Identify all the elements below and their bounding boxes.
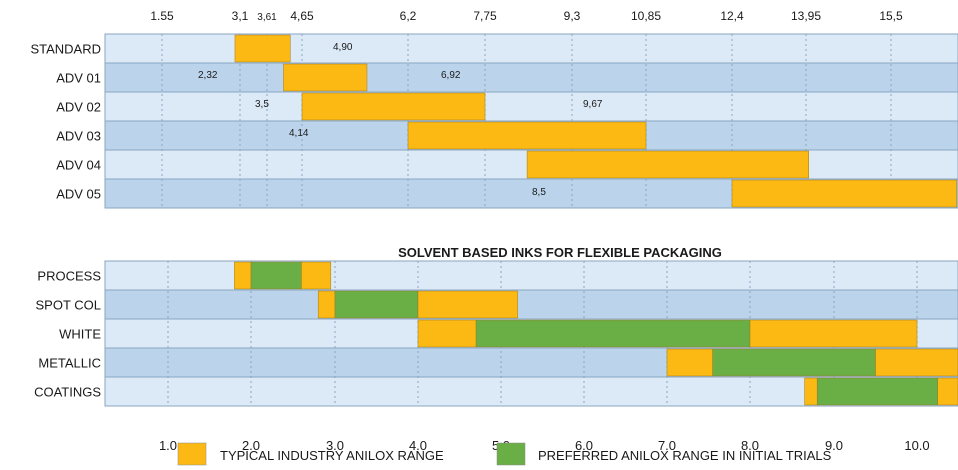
x-tick-label: 7,75 [473, 9, 497, 23]
legend-label-preferred: PREFERRED ANILOX RANGE IN INITIAL TRIALS [538, 448, 832, 463]
chart-title-solvent: SOLVENT BASED INKS FOR FLEXIBLE PACKAGIN… [398, 245, 722, 260]
x-tick-label: 10.0 [904, 438, 929, 453]
row-label: ADV 04 [56, 158, 101, 173]
row-background [104, 260, 958, 291]
bar-annotation: 2,32 [198, 70, 218, 81]
x-tick-label: 7.0 [658, 438, 676, 453]
row-label: ADV 02 [56, 100, 101, 115]
preferred-range-bar [475, 319, 751, 348]
typical-range-bar [749, 319, 918, 348]
preferred-range-bar [816, 377, 939, 406]
row-label: COATINGS [34, 385, 101, 400]
bar-annotation: 6,92 [441, 70, 461, 81]
chart-text: STANDARD 4,90 ADV 01 2,32 6,92 ADV 02 3,5 9,67 A… [30, 9, 929, 453]
x-tick-label: 4,65 [290, 9, 314, 23]
bar-annotation: 3,5 [255, 99, 269, 110]
row-label: METALLIC [38, 356, 101, 371]
legend-label-typical: TYPICAL INDUSTRY ANILOX RANGE [220, 448, 444, 463]
legend-swatch-preferred [496, 442, 526, 466]
typical-range-bar [283, 63, 368, 92]
x-tick-label: 10,85 [631, 9, 661, 23]
x-tick-label: 1.55 [150, 9, 174, 23]
gridlines [161, 34, 918, 406]
typical-range-bar [526, 150, 809, 179]
x-tick-label: 9,3 [564, 9, 581, 23]
typical-range-bar [417, 319, 477, 348]
row-label: PROCESS [37, 269, 101, 284]
x-tick-label: 3.0 [326, 438, 344, 453]
x-tick-label: 13,95 [791, 9, 821, 23]
row-label: SPOT COL [35, 298, 101, 313]
x-tick-label: 15,5 [879, 9, 903, 23]
x-tick-label: 2.0 [242, 438, 260, 453]
x-tick-label: 1.0 [159, 438, 177, 453]
legend: TYPICAL INDUSTRY ANILOX RANGE PREFERRED A… [177, 442, 832, 466]
row-background [104, 91, 958, 122]
row-label: STANDARD [30, 42, 101, 57]
x-tick-label: 6,2 [400, 9, 417, 23]
x-tick-label: 4.0 [409, 438, 427, 453]
row-background [104, 33, 958, 64]
typical-range-bar [317, 290, 336, 319]
preferred-range-bar [334, 290, 419, 319]
typical-range-bar [301, 92, 486, 121]
bar-annotation: 4,14 [289, 128, 309, 139]
range-bars [234, 34, 958, 406]
row-label: ADV 03 [56, 129, 101, 144]
x-tick-label: 9.0 [825, 438, 843, 453]
bar-annotation: 9,67 [583, 99, 603, 110]
preferred-range-bar [712, 348, 876, 377]
row-background [104, 289, 958, 320]
typical-range-bar [234, 34, 291, 63]
typical-range-bar [666, 348, 713, 377]
x-tick-label: 12,4 [720, 9, 744, 23]
typical-range-bar [804, 377, 818, 406]
typical-range-bar [301, 261, 332, 290]
row-label: ADV 01 [56, 71, 101, 86]
typical-range-bar [731, 179, 958, 208]
x-tick-label: 3,1 [232, 9, 249, 23]
bar-annotation: 8,5 [532, 187, 546, 198]
typical-range-bar [875, 348, 958, 377]
preferred-range-bar [250, 261, 302, 290]
x-tick-label: 6.0 [575, 438, 593, 453]
x-tick-label: 3,61 [257, 12, 277, 23]
typical-range-bar [407, 121, 647, 150]
typical-range-bar [937, 377, 958, 406]
legend-swatch-typical [177, 442, 207, 466]
row-background [104, 62, 958, 93]
typical-range-bar [417, 290, 518, 319]
bar-annotation: 4,90 [333, 42, 353, 53]
row-label: WHITE [59, 327, 101, 342]
x-tick-label: 8.0 [741, 438, 759, 453]
typical-range-bar [234, 261, 252, 290]
row-label: ADV 05 [56, 187, 101, 202]
